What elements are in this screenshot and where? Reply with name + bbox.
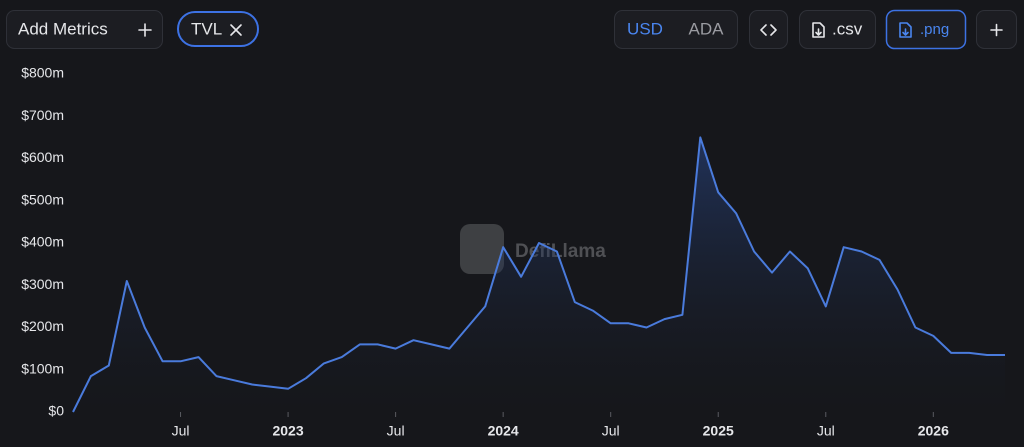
download-icon — [899, 22, 912, 38]
currency-toggle: USD ADA — [614, 10, 738, 49]
y-tick-label: $0 — [48, 403, 64, 419]
add-metrics-button[interactable]: Add Metrics — [6, 10, 163, 49]
y-tick-label: $300m — [21, 276, 64, 292]
line — [72, 136, 1005, 413]
csv-label: .csv — [832, 19, 863, 38]
download-icon — [812, 22, 825, 38]
x-tick-label: Jul — [817, 423, 835, 439]
x-tick-label: 2023 — [272, 423, 303, 439]
watermark-text: DefiLlama — [515, 241, 606, 262]
plot: $0 $100m $200m $300m $400m $500m $600m $700m $80… — [21, 65, 1005, 439]
x-tick-label: 2025 — [703, 423, 734, 439]
x-tick-label: 2024 — [488, 423, 519, 439]
currency-option[interactable]: USD — [627, 19, 663, 38]
plus-icon — [990, 23, 1003, 37]
y-tick-label: $100m — [21, 360, 64, 376]
embed-button[interactable] — [749, 10, 788, 49]
currency-option[interactable]: ADA — [689, 19, 725, 38]
area — [73, 137, 1005, 412]
more-button[interactable] — [976, 10, 1017, 49]
y-tick-label: $700m — [21, 107, 64, 123]
code-icon — [760, 24, 777, 36]
add-metrics-label: Add Metrics — [18, 19, 108, 38]
x-tick-label: Jul — [602, 423, 620, 439]
metric-chip[interactable]: TVL — [177, 11, 259, 47]
y-tick-label: $800m — [21, 65, 64, 81]
metric-label: TVL — [191, 19, 222, 38]
x-tick-label: Jul — [172, 423, 190, 439]
png-label: .png — [920, 21, 949, 38]
close-icon — [230, 24, 242, 36]
y-tick-label: $500m — [21, 191, 64, 207]
plus-icon — [138, 23, 152, 37]
y-tick-label: $400m — [21, 234, 64, 250]
y-tick-label: $600m — [21, 149, 64, 165]
y-tick-label: $200m — [21, 318, 64, 334]
csv-button[interactable]: .csv — [799, 10, 876, 49]
x-tick-label: Jul — [387, 423, 405, 439]
png-button[interactable]: .png — [885, 9, 967, 50]
x-tick-label: 2026 — [918, 423, 949, 439]
